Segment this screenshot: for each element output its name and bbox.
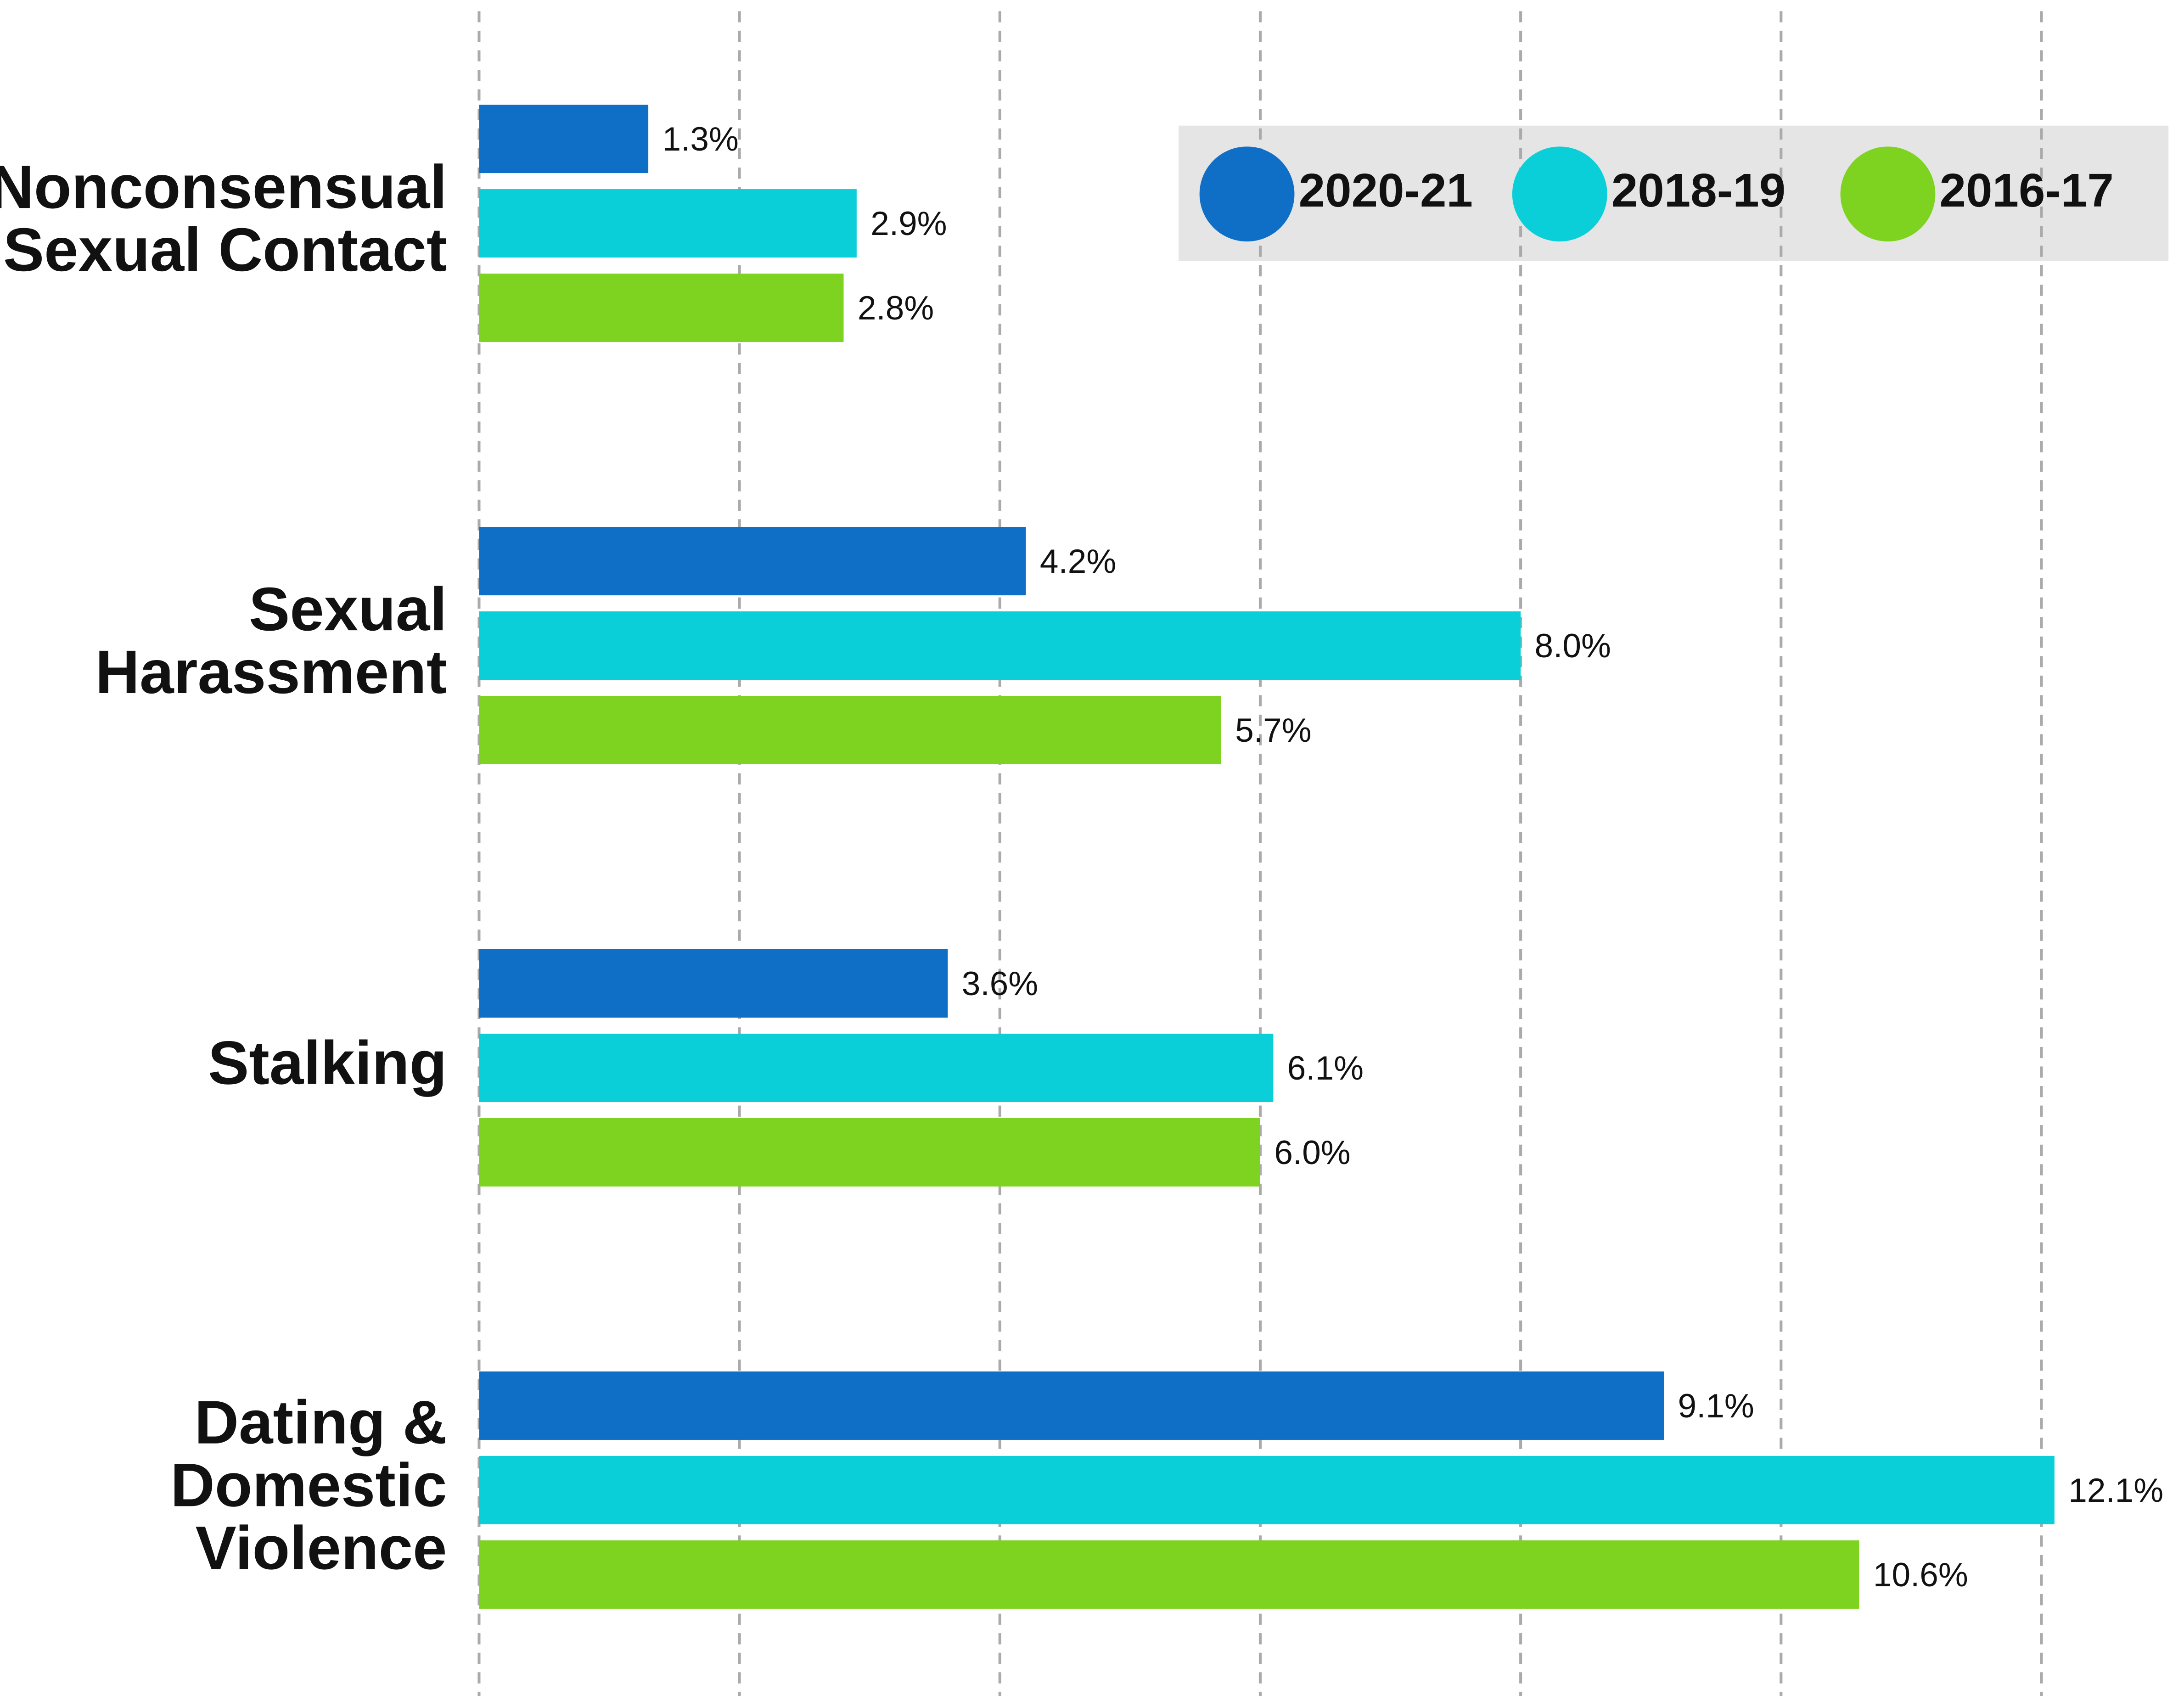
bar (479, 1540, 1859, 1609)
bar (479, 274, 844, 342)
category-label: Stalking (208, 1029, 447, 1097)
category-label: Nonconsensual Sexual Contact (0, 153, 447, 285)
legend-swatch (1840, 146, 1936, 242)
category-label: Dating & Domestic Violence (170, 1388, 447, 1583)
value-label: 2.8% (858, 290, 934, 327)
legend-swatch (1199, 146, 1295, 242)
bar (479, 1033, 1274, 1102)
legend-label: 2016-17 (1939, 163, 2113, 217)
bar (479, 527, 1026, 596)
bar (479, 1371, 1664, 1440)
value-label: 3.6% (962, 965, 1038, 1002)
category-label: Sexual Harassment (95, 575, 447, 706)
legend-label: 2018-19 (1611, 163, 1785, 217)
value-label: 8.0% (1535, 627, 1611, 665)
bar (479, 189, 857, 258)
bar (479, 696, 1221, 765)
value-label: 6.0% (1274, 1134, 1350, 1171)
bar (479, 949, 948, 1018)
value-label: 10.6% (1873, 1556, 1968, 1594)
value-label: 4.2% (1040, 543, 1116, 580)
value-label: 1.3% (662, 121, 739, 158)
bar (479, 105, 649, 174)
bar (479, 611, 1521, 680)
value-label: 6.1% (1287, 1050, 1364, 1087)
legend-box (1179, 125, 2169, 261)
legend-swatch (1512, 146, 1607, 242)
bar (479, 1455, 2055, 1524)
bar (479, 1118, 1260, 1187)
value-label: 5.7% (1235, 712, 1311, 749)
value-label: 2.9% (870, 205, 947, 242)
value-label: 9.1% (1678, 1388, 1754, 1425)
value-label: 12.1% (2068, 1472, 2163, 1509)
legend-label: 2020-21 (1299, 163, 1473, 217)
